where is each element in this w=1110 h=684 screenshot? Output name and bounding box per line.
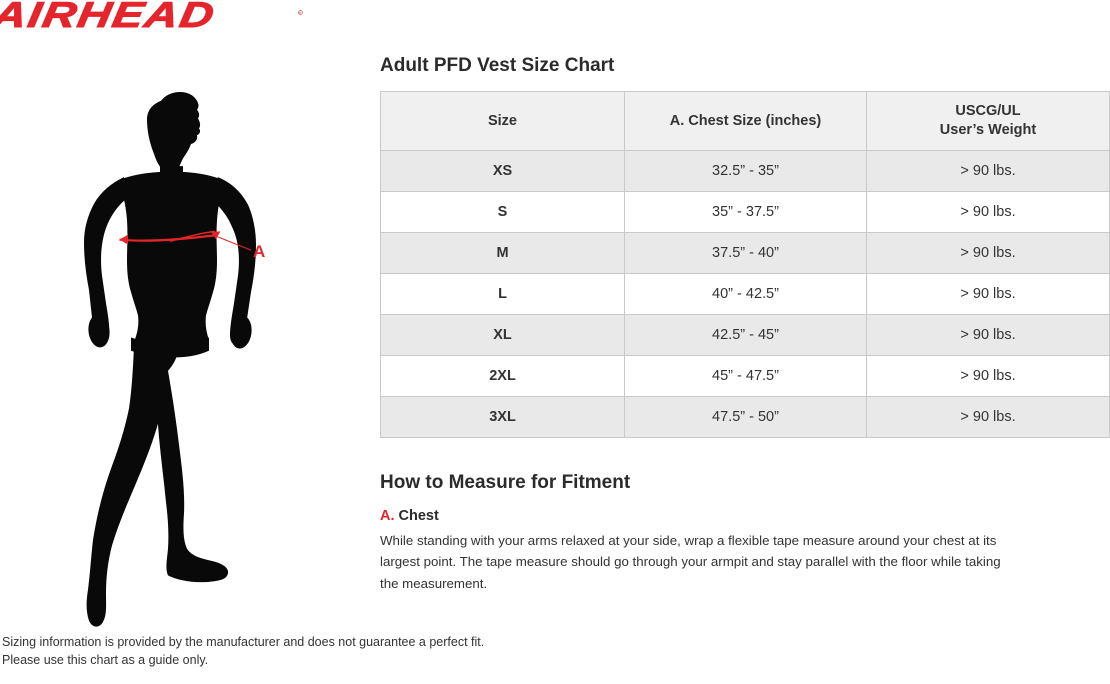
- svg-text:A: A: [253, 242, 265, 261]
